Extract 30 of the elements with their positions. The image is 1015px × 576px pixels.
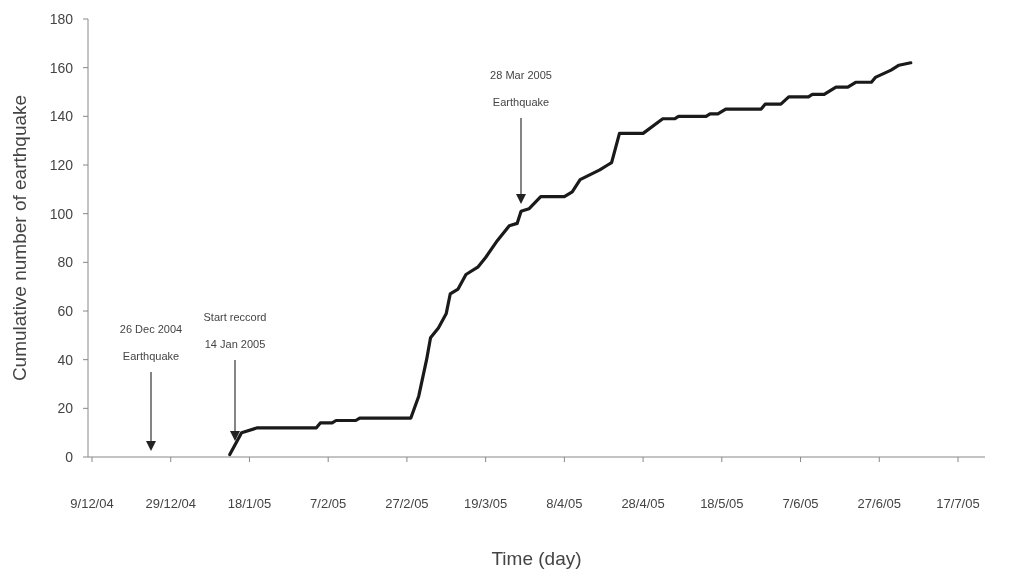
- x-tick-label: 27/2/05: [385, 496, 429, 511]
- x-tick-label: 17/7/05: [936, 496, 980, 511]
- y-tick-label: 40: [57, 351, 74, 368]
- y-tick-label: 80: [57, 254, 74, 271]
- y-tick-label: 180: [49, 11, 74, 27]
- y-tick-label: 20: [57, 400, 74, 417]
- x-tick-label: 18/1/05: [227, 496, 272, 511]
- x-tick-label: 7/2/05: [310, 496, 347, 511]
- annotation: Earthquake: [492, 96, 550, 108]
- y-tick-label: 120: [49, 157, 74, 173]
- y-tick-label: 60: [57, 303, 74, 319]
- annotation: Earthquake: [122, 350, 180, 362]
- y-tick-label: 0: [65, 449, 74, 465]
- annotation: 28 Mar 2005: [490, 69, 552, 81]
- y-tick-label: 100: [49, 205, 74, 222]
- x-axis-title: Time (day): [491, 548, 582, 569]
- x-tick-label: 9/12/04: [70, 496, 114, 511]
- x-tick-label: 8/4/05: [546, 496, 583, 511]
- x-tick-label: 27/6/05: [857, 496, 901, 511]
- x-tick-label: 29/12/04: [145, 496, 197, 511]
- x-tick-label: 18/5/05: [700, 496, 744, 511]
- x-tick-label: 19/3/05: [463, 496, 508, 511]
- annotation: 14 Jan 2005: [204, 338, 266, 350]
- x-tick-label: 7/6/05: [782, 496, 819, 511]
- y-tick-label: 140: [49, 108, 74, 125]
- annotation: 26 Dec 2004: [119, 323, 183, 335]
- y-tick-label: 160: [49, 59, 74, 76]
- x-tick-label: 28/4/05: [621, 496, 665, 511]
- y-axis-title: Cumulative number of earthquake: [9, 94, 30, 382]
- annotation: Start reccord: [203, 311, 267, 323]
